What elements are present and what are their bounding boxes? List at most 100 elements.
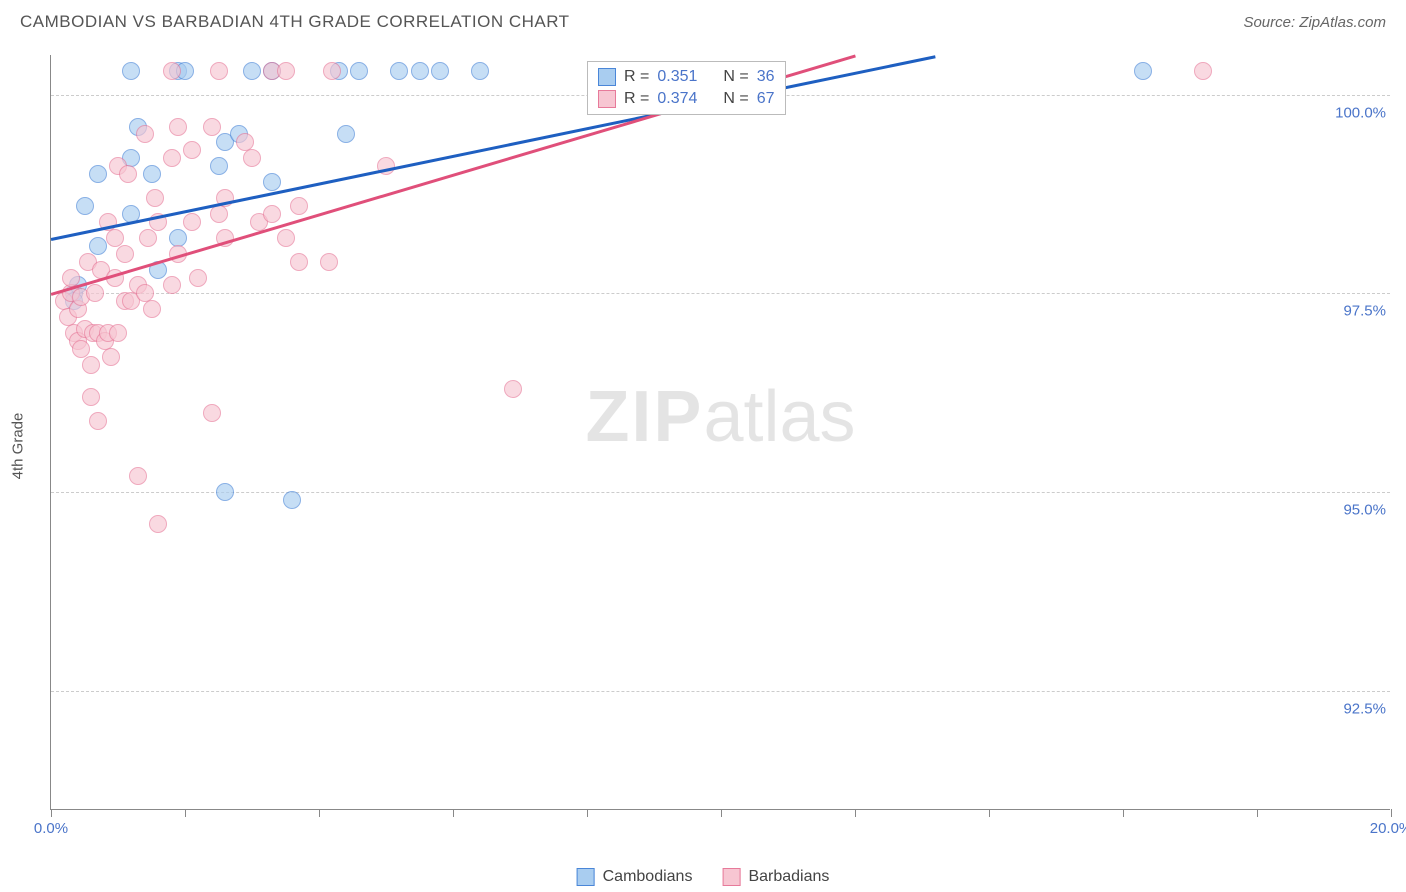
r-label: R = <box>624 68 649 86</box>
chart-plot-area: ZIPatlas 92.5%95.0%97.5%100.0%0.0%20.0%R… <box>50 55 1390 810</box>
scatter-point <box>143 165 161 183</box>
x-tick <box>1391 809 1392 817</box>
legend-label: Barbadians <box>748 868 829 886</box>
scatter-point <box>263 205 281 223</box>
x-tick <box>1123 809 1124 817</box>
stats-swatch <box>598 90 616 108</box>
stats-row: R = 0.351 N = 36 <box>598 66 775 88</box>
scatter-point <box>89 165 107 183</box>
scatter-point <box>163 62 181 80</box>
legend-swatch <box>722 868 740 886</box>
legend-item: Cambodians <box>577 868 693 886</box>
scatter-point <box>89 237 107 255</box>
scatter-point <box>277 62 295 80</box>
scatter-point <box>102 348 120 366</box>
scatter-point <box>263 173 281 191</box>
scatter-point <box>72 340 90 358</box>
scatter-point <box>243 62 261 80</box>
scatter-point <box>411 62 429 80</box>
x-tick <box>989 809 990 817</box>
scatter-point <box>116 245 134 263</box>
n-label: N = <box>723 68 748 86</box>
n-label: N = <box>723 90 748 108</box>
y-tick-label: 97.5% <box>1343 303 1392 320</box>
legend-label: Cambodians <box>603 868 693 886</box>
scatter-point <box>106 229 124 247</box>
gridline <box>51 492 1390 493</box>
scatter-point <box>143 300 161 318</box>
scatter-point <box>320 253 338 271</box>
watermark-strong: ZIP <box>585 377 703 457</box>
x-tick <box>453 809 454 817</box>
scatter-point <box>149 515 167 533</box>
scatter-point <box>1194 62 1212 80</box>
bottom-legend: Cambodians Barbadians <box>577 868 830 886</box>
r-value: 0.351 <box>657 68 697 86</box>
scatter-point <box>277 229 295 247</box>
scatter-point <box>183 141 201 159</box>
gridline <box>51 691 1390 692</box>
scatter-point <box>183 213 201 231</box>
scatter-point <box>139 229 157 247</box>
n-value: 36 <box>757 68 775 86</box>
scatter-point <box>136 125 154 143</box>
scatter-point <box>210 205 228 223</box>
scatter-point <box>189 269 207 287</box>
scatter-point <box>203 118 221 136</box>
x-tick <box>51 809 52 817</box>
x-tick-label: 20.0% <box>1370 820 1406 837</box>
y-tick-label: 95.0% <box>1343 502 1392 519</box>
stats-box: R = 0.351 N = 36 R = 0.374 N = 67 <box>587 61 786 115</box>
scatter-point <box>163 276 181 294</box>
x-tick <box>319 809 320 817</box>
y-tick-label: 92.5% <box>1343 700 1392 717</box>
n-value: 67 <box>757 90 775 108</box>
x-tick <box>855 809 856 817</box>
scatter-point <box>163 149 181 167</box>
scatter-point <box>290 197 308 215</box>
scatter-point <box>62 269 80 287</box>
x-tick <box>587 809 588 817</box>
legend-swatch <box>577 868 595 886</box>
stats-row: R = 0.374 N = 67 <box>598 88 775 110</box>
scatter-point <box>122 62 140 80</box>
x-tick <box>185 809 186 817</box>
scatter-point <box>283 491 301 509</box>
scatter-point <box>290 253 308 271</box>
stats-swatch <box>598 68 616 86</box>
scatter-point <box>350 62 368 80</box>
scatter-point <box>203 404 221 422</box>
legend-item: Barbadians <box>722 868 829 886</box>
r-label: R = <box>624 90 649 108</box>
scatter-point <box>243 149 261 167</box>
x-tick <box>721 809 722 817</box>
scatter-point <box>210 157 228 175</box>
scatter-point <box>76 197 94 215</box>
y-axis-label: 4th Grade <box>10 413 27 480</box>
r-value: 0.374 <box>657 90 697 108</box>
watermark: ZIPatlas <box>585 376 855 458</box>
scatter-point <box>146 189 164 207</box>
y-tick-label: 100.0% <box>1335 104 1392 121</box>
scatter-point <box>323 62 341 80</box>
chart-title: CAMBODIAN VS BARBADIAN 4TH GRADE CORRELA… <box>20 12 570 32</box>
scatter-point <box>119 165 137 183</box>
scatter-point <box>504 380 522 398</box>
scatter-point <box>431 62 449 80</box>
scatter-point <box>82 356 100 374</box>
scatter-point <box>109 324 127 342</box>
chart-source: Source: ZipAtlas.com <box>1243 14 1386 31</box>
scatter-point <box>216 483 234 501</box>
scatter-point <box>210 62 228 80</box>
scatter-point <box>169 118 187 136</box>
x-tick-label: 0.0% <box>34 820 68 837</box>
scatter-point <box>390 62 408 80</box>
scatter-point <box>86 284 104 302</box>
gridline <box>51 293 1390 294</box>
scatter-point <box>89 412 107 430</box>
watermark-light: atlas <box>703 377 855 457</box>
scatter-point <box>471 62 489 80</box>
scatter-point <box>82 388 100 406</box>
scatter-point <box>337 125 355 143</box>
x-tick <box>1257 809 1258 817</box>
